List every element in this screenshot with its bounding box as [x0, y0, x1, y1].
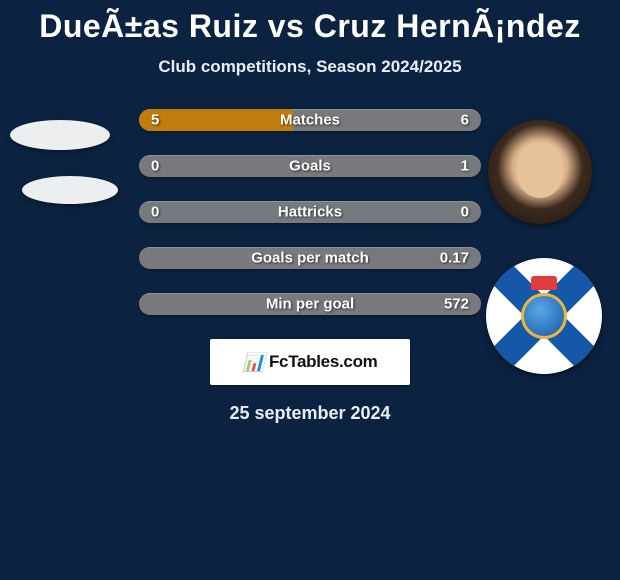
- comparison-chart: 5 6 Matches 0 1 Goals 0 0 Hattricks 0.17 Goals per…: [0, 109, 620, 315]
- stat-row: 5 6 Matches: [0, 109, 620, 131]
- page-title: DueÃ±as Ruiz vs Cruz HernÃ¡ndez: [0, 0, 620, 45]
- stat-bar-track: 0 1 Goals: [139, 155, 481, 177]
- stat-row: 0 0 Hattricks: [0, 201, 620, 223]
- stat-value-right: 0.17: [440, 250, 469, 267]
- stat-label: Matches: [280, 112, 340, 129]
- stat-label: Min per goal: [266, 296, 354, 313]
- stat-value-right: 572: [444, 296, 469, 313]
- stat-label: Goals per match: [251, 250, 369, 267]
- stat-bar-track: 0.17 Goals per match: [139, 247, 481, 269]
- stat-value-left: 0: [151, 158, 159, 175]
- stat-bar-track: 572 Min per goal: [139, 293, 481, 315]
- stat-row: 572 Min per goal: [0, 293, 620, 315]
- stat-row: 0 1 Goals: [0, 155, 620, 177]
- stat-row: 0.17 Goals per match: [0, 247, 620, 269]
- brand-box: 📊 FcTables.com: [210, 339, 410, 385]
- stat-value-right: 1: [461, 158, 469, 175]
- brand-text: FcTables.com: [269, 352, 378, 372]
- date-text: 25 september 2024: [0, 403, 620, 424]
- stat-label: Hattricks: [278, 204, 342, 221]
- stat-value-right: 6: [461, 112, 469, 129]
- stat-bar-track: 0 0 Hattricks: [139, 201, 481, 223]
- stat-value-right: 0: [461, 204, 469, 221]
- stat-bar-left-fill: [139, 109, 293, 131]
- subtitle: Club competitions, Season 2024/2025: [0, 57, 620, 77]
- stat-value-left: 5: [151, 112, 159, 129]
- stat-value-left: 0: [151, 204, 159, 221]
- brand-icon: 📊: [243, 352, 265, 373]
- stat-bar-track: 5 6 Matches: [139, 109, 481, 131]
- stat-label: Goals: [289, 158, 331, 175]
